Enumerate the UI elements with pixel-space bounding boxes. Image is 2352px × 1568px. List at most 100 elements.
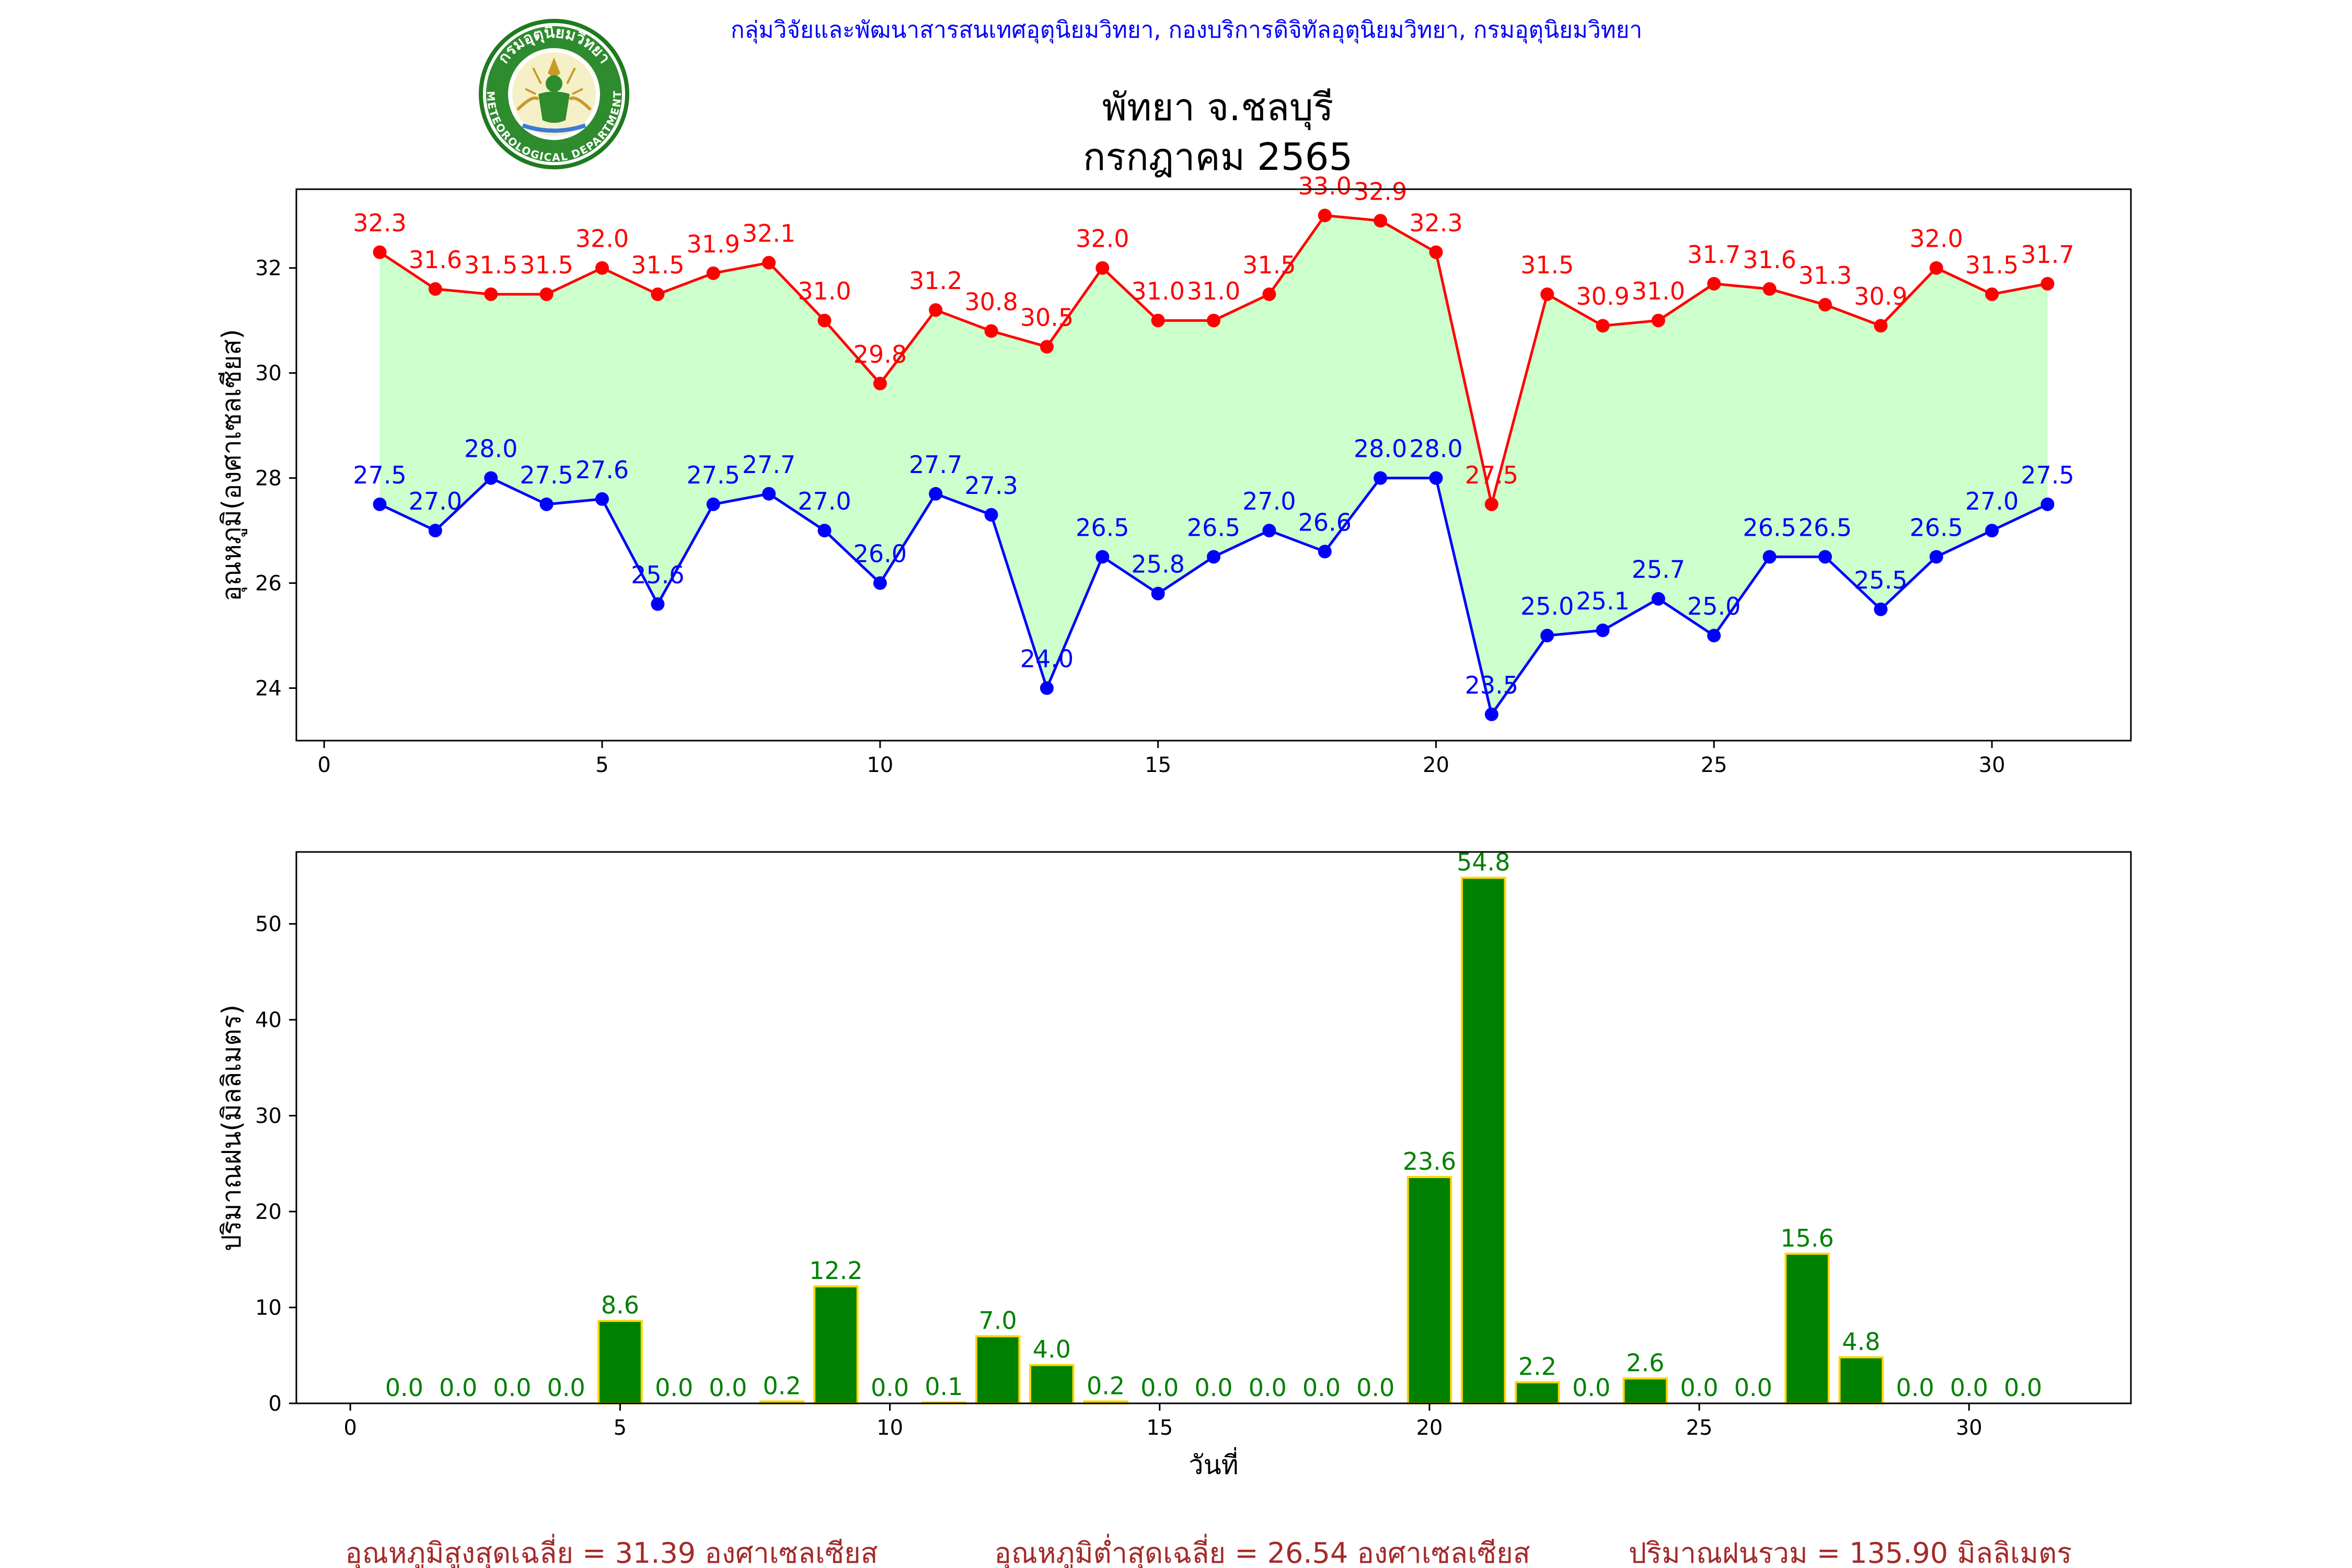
temperature-y-axis-label: อุณหภูมิ(องศาเซลเซียส) <box>216 329 247 601</box>
rainfall-label: 4.0 <box>1033 1335 1071 1364</box>
min-temperature-label: 27.3 <box>964 471 1018 500</box>
min-temperature-point <box>1484 707 1498 721</box>
rainfall-label: 0.0 <box>1896 1374 1934 1402</box>
min-temperature-point <box>373 497 387 511</box>
rainfall-bar <box>1784 1252 1830 1404</box>
rainfall-bar <box>1622 1377 1668 1405</box>
min-temperature-point <box>1040 681 1054 695</box>
temp-y-tick-label: 26 <box>255 572 282 596</box>
temperature-plot-frame <box>295 188 2132 742</box>
rain-y-tick-label: 10 <box>255 1296 282 1320</box>
rainfall-bar <box>1515 1381 1560 1404</box>
max-temperature-label: 31.5 <box>631 251 684 279</box>
min-temperature-label: 26.0 <box>854 540 907 568</box>
min-temperature-label: 27.5 <box>520 461 573 489</box>
min-temperature-label: 25.0 <box>1520 592 1574 620</box>
max-temperature-label: 31.6 <box>1743 246 1796 274</box>
rain-y-tick-label: 40 <box>255 1008 282 1032</box>
min-temperature-point <box>1707 629 1721 643</box>
max-temperature-label: 31.5 <box>1242 251 1296 279</box>
max-temperature-label: 32.0 <box>575 225 629 253</box>
max-temperature-label: 31.0 <box>798 277 851 305</box>
chart-title-line1: พัทยา จ.ชลบุรี <box>1102 85 1334 130</box>
rainfall-label: 0.0 <box>709 1374 747 1402</box>
max-temperature-label: 30.8 <box>964 287 1018 316</box>
rainfall-label: 0.0 <box>1950 1374 1988 1402</box>
min-temperature-label: 23.5 <box>1465 671 1518 699</box>
min-temperature-point <box>762 487 776 501</box>
min-temperature-label: 28.0 <box>1409 435 1462 463</box>
max-temperature-label: 32.1 <box>742 220 795 248</box>
min-temperature-label: 27.7 <box>909 451 962 479</box>
min-temperature-point <box>817 524 832 538</box>
temp-x-tick-label: 5 <box>595 753 608 777</box>
min-temperature-point <box>706 497 720 511</box>
rainfall-label: 2.6 <box>1626 1348 1664 1377</box>
max-temperature-label: 32.3 <box>353 209 406 237</box>
min-temperature-label: 27.6 <box>575 456 629 484</box>
rain-y-tick-label: 50 <box>255 913 282 937</box>
rainfall-bar <box>1029 1364 1075 1404</box>
min-temperature-point <box>1929 550 1943 564</box>
rainfall-bar <box>975 1335 1021 1404</box>
min-temperature-label: 25.5 <box>1854 566 1907 594</box>
max-temperature-point <box>1929 261 1943 275</box>
rain-x-tick-label: 25 <box>1686 1416 1713 1440</box>
max-temperature-label: 31.2 <box>909 267 962 295</box>
min-temperature-point <box>1985 524 1999 538</box>
max-temperature-label: 31.5 <box>1965 251 2019 279</box>
min-temperature-point <box>1318 545 1332 559</box>
max-temperature-point <box>1762 282 1777 296</box>
rain-x-tick-label: 20 <box>1416 1416 1443 1440</box>
max-temperature-label: 32.3 <box>1409 209 1462 237</box>
max-temperature-point <box>1484 497 1498 511</box>
rainfall-label: 0.0 <box>1194 1374 1232 1402</box>
temp-x-tick-label: 25 <box>1701 753 1727 777</box>
rainfall-x-axis-label: วันที่ <box>1189 1447 1238 1480</box>
max-temperature-point <box>595 261 609 275</box>
min-temperature-point <box>595 492 609 506</box>
min-temperature-point <box>1374 471 1388 485</box>
min-temperature-label: 25.8 <box>1131 550 1184 579</box>
max-temperature-point <box>1096 261 1110 275</box>
min-temperature-label: 27.0 <box>409 487 462 515</box>
min-temperature-label: 27.5 <box>353 461 406 489</box>
max-temperature-point <box>1318 209 1332 223</box>
max-temperature-point <box>1707 276 1721 291</box>
max-temperature-point <box>651 287 665 301</box>
temp-x-tick-label: 10 <box>867 753 893 777</box>
rainfall-label: 0.0 <box>1572 1374 1610 1402</box>
max-temperature-point <box>1262 287 1276 301</box>
min-temperature-point <box>984 508 998 522</box>
max-temperature-point <box>1151 314 1165 328</box>
rain-x-tick-label: 30 <box>1956 1416 1982 1440</box>
rain-y-tick-label: 20 <box>255 1200 282 1224</box>
summary-avg-min: อุณหภูมิต่ำสุดเฉลี่ย = 26.54 องศาเซลเซีย… <box>994 1534 1530 1568</box>
rainfall-chart: 0 5 10 15 20 25 30 0 10 20 30 40 50 0.0 0.0 0.0 0.0 8.6 0… <box>216 848 2132 1480</box>
chart-title-line2: กรกฎาคม 2565 <box>1083 135 1353 179</box>
temperature-range-fill <box>379 215 2048 714</box>
min-temperature-label: 28.0 <box>464 435 517 463</box>
rainfall-label: 12.2 <box>809 1256 862 1285</box>
max-temperature-label: 31.5 <box>520 251 573 279</box>
max-temperature-label: 31.9 <box>687 230 740 258</box>
min-temperature-point <box>1207 550 1220 564</box>
max-temperature-label: 33.0 <box>1298 172 1352 200</box>
temp-x-tick-label: 15 <box>1145 753 1171 777</box>
max-temperature-point <box>1985 287 1999 301</box>
rainfall-bar <box>597 1320 643 1405</box>
max-temperature-point <box>817 314 832 328</box>
min-temperature-point <box>1151 586 1165 601</box>
max-temperature-point <box>428 282 442 296</box>
min-temperature-label: 27.0 <box>798 487 851 515</box>
rain-x-tick-label: 10 <box>877 1416 903 1440</box>
min-temperature-label: 25.7 <box>1632 556 1685 584</box>
max-temperature-point <box>539 287 554 301</box>
min-temperature-point <box>539 497 554 511</box>
rainfall-label: 7.0 <box>978 1307 1017 1335</box>
max-temperature-point <box>484 287 498 301</box>
rainfall-label: 54.8 <box>1457 848 1510 877</box>
max-temperature-point <box>373 245 387 259</box>
max-temperature-label: 31.5 <box>1520 251 1574 279</box>
